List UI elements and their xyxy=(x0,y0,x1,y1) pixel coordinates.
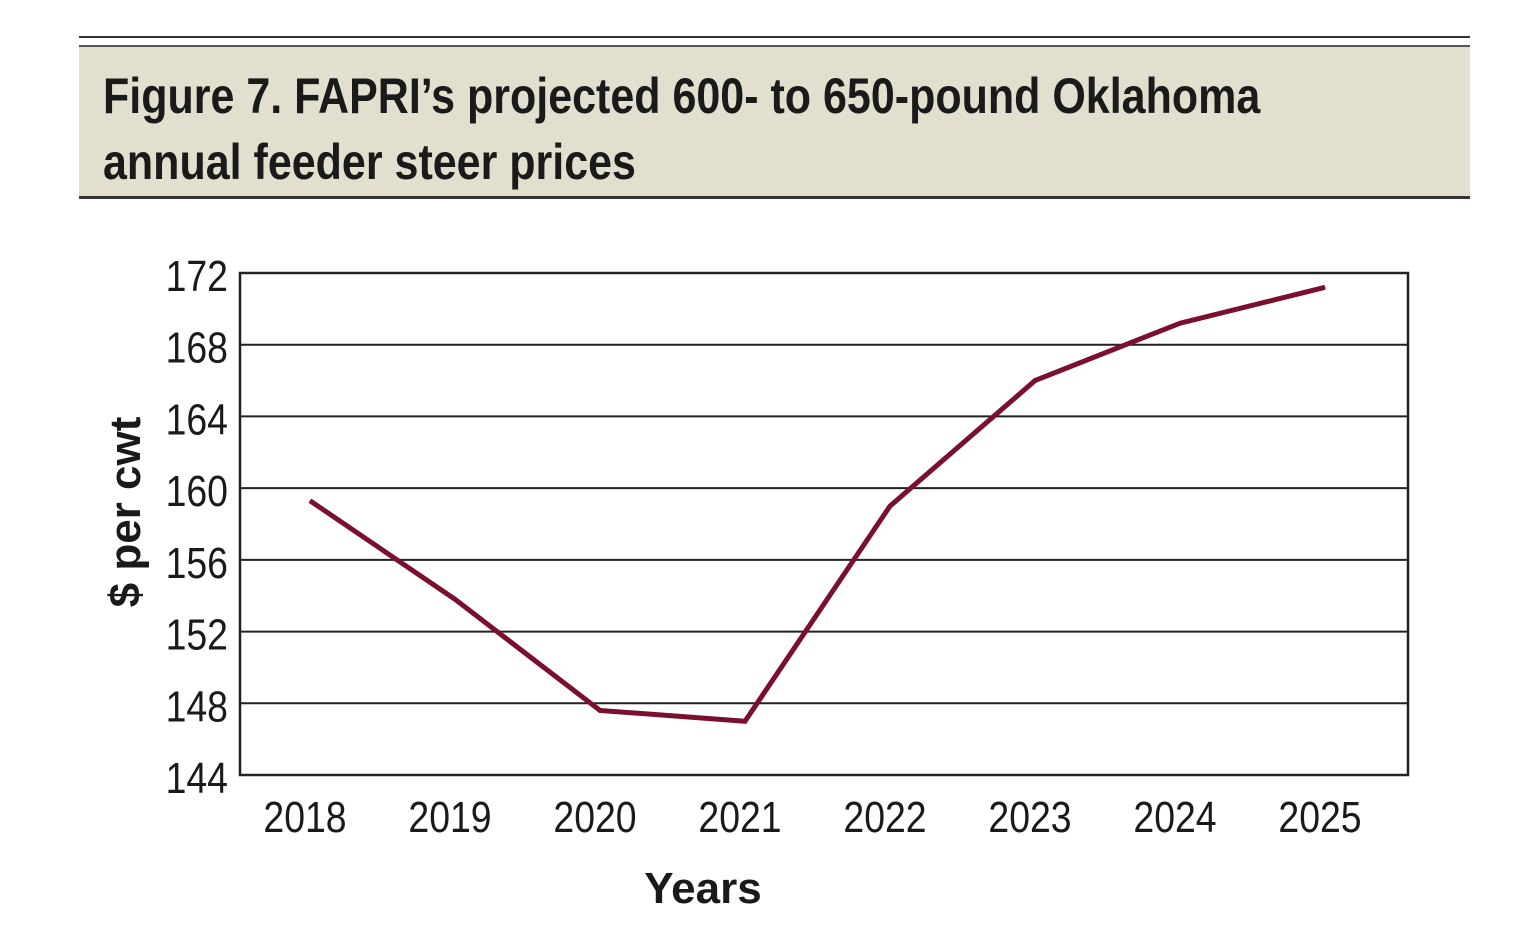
y-tick-label: 172 xyxy=(166,251,228,301)
chart-title: Figure 7. FAPRI’s projected 600- to 650-… xyxy=(103,63,1260,195)
x-tick-label: 2020 xyxy=(553,792,636,842)
x-tick-label: 2022 xyxy=(843,792,926,842)
y-tick-label: 148 xyxy=(166,681,228,731)
y-tick-label: 156 xyxy=(166,538,228,588)
y-tick-label: 168 xyxy=(166,323,228,373)
data-point xyxy=(744,720,746,722)
plot-frame xyxy=(238,271,1410,777)
x-axis-label: Years xyxy=(644,864,761,913)
data-point xyxy=(454,598,456,600)
x-tick-label: 2021 xyxy=(698,792,781,842)
title-line-1: Figure 7. FAPRI’s projected 600- to 650-… xyxy=(103,68,1261,124)
data-point xyxy=(599,709,601,711)
title-box: Figure 7. FAPRI’s projected 600- to 650-… xyxy=(79,45,1470,199)
data-point xyxy=(1034,380,1036,382)
y-tick-label: 164 xyxy=(166,395,228,445)
top-rule xyxy=(79,36,1470,38)
y-tick-label: 160 xyxy=(166,466,228,516)
x-tick-label: 2018 xyxy=(263,792,346,842)
price-line xyxy=(308,284,1326,724)
data-point xyxy=(309,500,311,502)
y-tick-label: 144 xyxy=(166,753,228,803)
data-point xyxy=(1324,286,1326,288)
x-tick-label: 2024 xyxy=(1133,792,1216,842)
data-point xyxy=(889,505,891,507)
y-axis-label: $ per cwt xyxy=(101,416,150,607)
x-tick-label: 2023 xyxy=(988,792,1071,842)
title-line-2: annual feeder steer prices xyxy=(103,134,636,190)
x-tick-label: 2025 xyxy=(1278,792,1361,842)
y-tick-label: 152 xyxy=(166,610,228,660)
data-point xyxy=(1179,322,1181,324)
x-tick-label: 2019 xyxy=(408,792,491,842)
